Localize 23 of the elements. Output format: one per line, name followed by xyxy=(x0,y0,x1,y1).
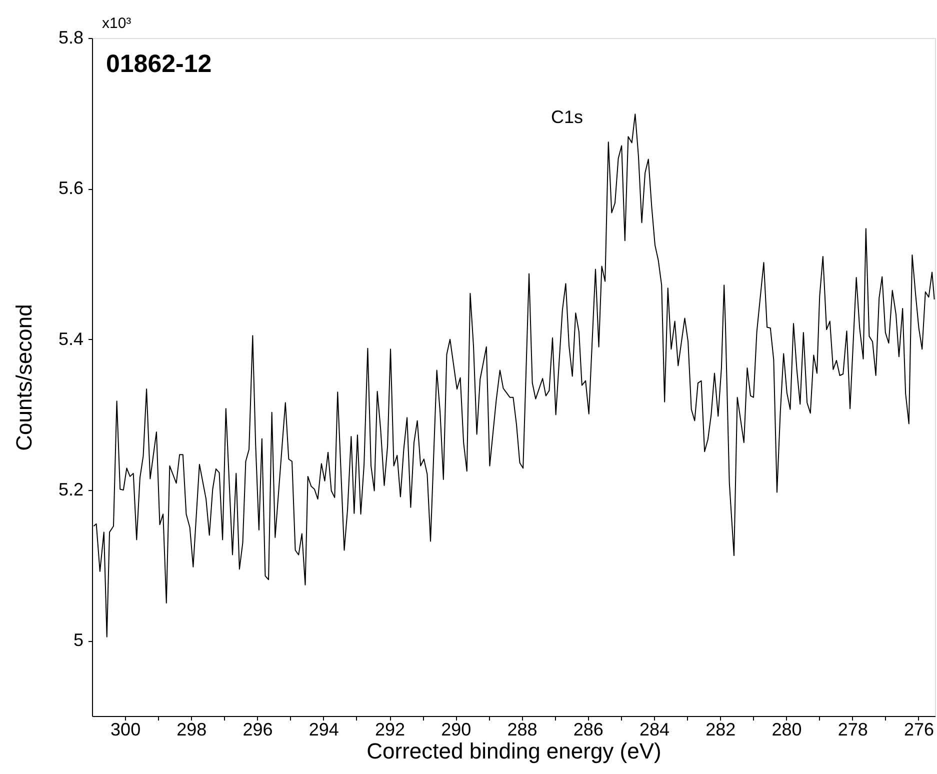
x-tick-label: 298 xyxy=(176,720,207,740)
x-tick-label: 294 xyxy=(308,720,339,740)
text: 01862-12 xyxy=(106,50,212,78)
y-axis-title: Counts/second xyxy=(11,304,36,451)
x-tick-label: 290 xyxy=(441,720,472,740)
x-tick-label: 288 xyxy=(507,720,538,740)
y-tick-label: 5.2 xyxy=(58,480,84,500)
x-tick-label: 292 xyxy=(375,720,406,740)
x-tick-label: 278 xyxy=(838,720,868,740)
x-tick-label: 284 xyxy=(639,720,670,740)
x-tick-label: 296 xyxy=(242,720,273,740)
x-tick-label: 280 xyxy=(772,720,802,740)
x-tick-label: 282 xyxy=(706,720,736,740)
x-tick-label: 276 xyxy=(904,720,934,740)
x-tick-label: 286 xyxy=(573,720,604,740)
y-tick-label: 5.6 xyxy=(58,178,84,198)
x-tick-label: 300 xyxy=(110,720,141,740)
y-tick-label: 5.4 xyxy=(58,328,84,349)
y-tick-label: 5 xyxy=(73,630,84,650)
y-tick-label: 5.8 xyxy=(58,28,84,48)
annotation: C1s xyxy=(550,107,584,127)
text: x10³ xyxy=(102,15,132,32)
x-axis-title: Corrected binding energy (eV) xyxy=(366,738,662,764)
